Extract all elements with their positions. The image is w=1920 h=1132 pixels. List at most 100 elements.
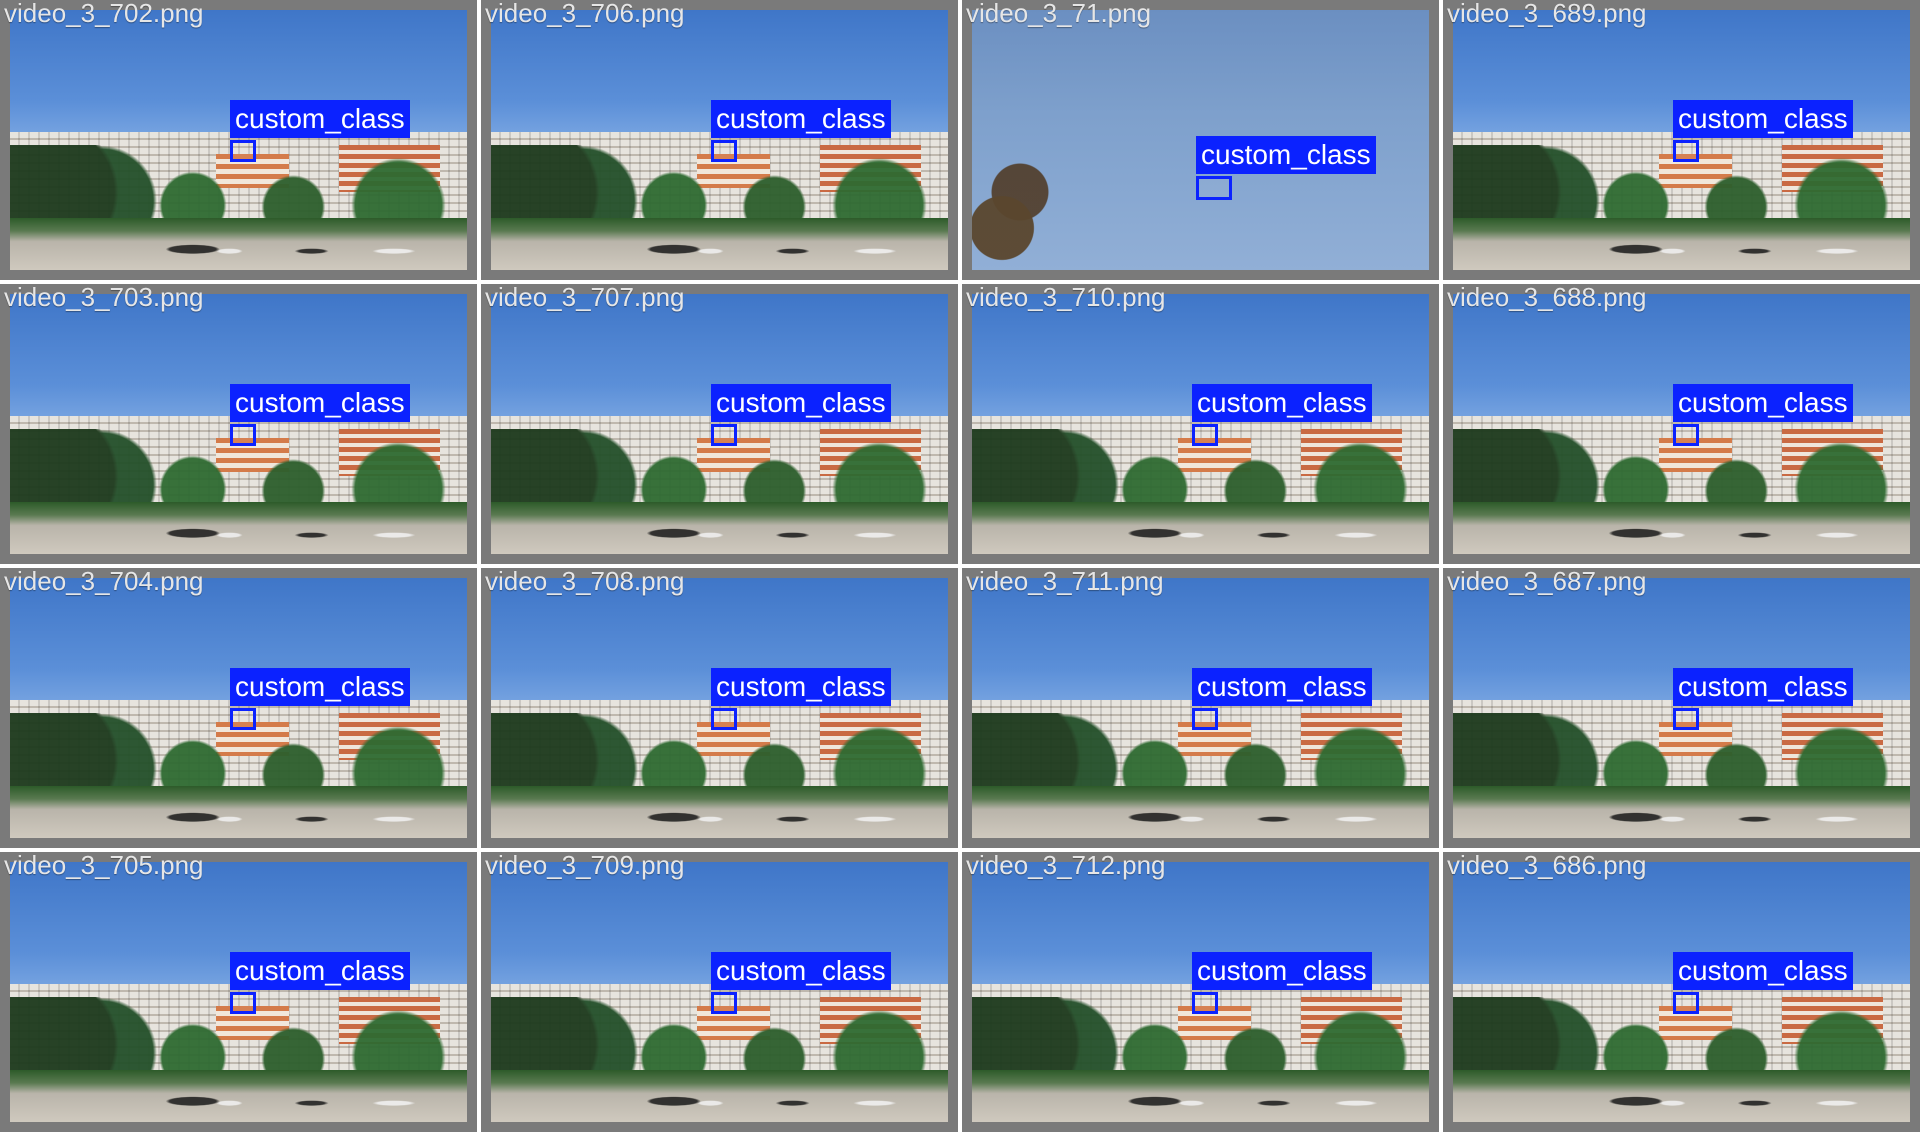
people: [1453, 202, 1910, 265]
detection-label: custom_class: [711, 100, 891, 138]
filename-label: video_3_688.png: [1447, 284, 1647, 312]
photo: [1453, 294, 1910, 554]
image-tile: custom_class video_3_704.png: [0, 568, 477, 848]
image-tile: custom_class video_3_708.png: [481, 568, 958, 848]
detection-label: custom_class: [230, 384, 410, 422]
detection-label: custom_class: [711, 952, 891, 990]
detection-label: custom_class: [230, 100, 410, 138]
people: [491, 770, 948, 833]
photo: [491, 862, 948, 1122]
image-tile: custom_class video_3_689.png: [1443, 0, 1920, 280]
detection: custom_class: [1196, 136, 1376, 200]
photo: [10, 862, 467, 1122]
detection-label: custom_class: [1673, 952, 1853, 990]
filename-label: video_3_689.png: [1447, 0, 1647, 28]
detection: custom_class: [1673, 952, 1853, 1014]
detection: custom_class: [711, 668, 891, 730]
detection-label: custom_class: [1673, 100, 1853, 138]
detection: custom_class: [1673, 668, 1853, 730]
filename-label: video_3_706.png: [485, 0, 685, 28]
detection: custom_class: [230, 100, 410, 162]
image-tile: custom_class video_3_702.png: [0, 0, 477, 280]
detection-box: [1192, 424, 1218, 446]
detection: custom_class: [711, 384, 891, 446]
filename-label: video_3_711.png: [966, 568, 1164, 596]
people: [1453, 486, 1910, 549]
detection: custom_class: [230, 668, 410, 730]
detection-box: [711, 992, 737, 1014]
detection-label: custom_class: [1192, 952, 1372, 990]
detection-label: custom_class: [1673, 384, 1853, 422]
detection: custom_class: [230, 952, 410, 1014]
image-tile: custom_class video_3_711.png: [962, 568, 1439, 848]
detection: custom_class: [1192, 952, 1372, 1014]
tree: [972, 156, 1056, 270]
photo: [972, 578, 1429, 838]
detection: custom_class: [711, 100, 891, 162]
people: [972, 486, 1429, 549]
people: [972, 1054, 1429, 1117]
people: [10, 1054, 467, 1117]
image-tile: custom_class video_3_706.png: [481, 0, 958, 280]
detection: custom_class: [1673, 384, 1853, 446]
detection: custom_class: [1192, 384, 1372, 446]
detection-label: custom_class: [230, 952, 410, 990]
detection-label: custom_class: [1673, 668, 1853, 706]
photo: [10, 10, 467, 270]
people: [972, 770, 1429, 833]
filename-label: video_3_708.png: [485, 568, 685, 596]
people: [491, 202, 948, 265]
detection-label: custom_class: [1192, 668, 1372, 706]
filename-label: video_3_709.png: [485, 852, 685, 880]
detection-label: custom_class: [711, 668, 891, 706]
photo: [1453, 578, 1910, 838]
filename-label: video_3_702.png: [4, 0, 204, 28]
detection-box: [1673, 992, 1699, 1014]
detection-box: [1192, 992, 1218, 1014]
people: [1453, 1054, 1910, 1117]
filename-label: video_3_705.png: [4, 852, 204, 880]
detection-box: [1673, 424, 1699, 446]
detection-box: [711, 708, 737, 730]
image-tile: custom_class video_3_707.png: [481, 284, 958, 564]
image-tile: custom_class video_3_686.png: [1443, 852, 1920, 1132]
detection-box: [1196, 176, 1232, 200]
people: [10, 486, 467, 549]
people: [10, 202, 467, 265]
detection-box: [1673, 708, 1699, 730]
people: [1453, 770, 1910, 833]
detection: custom_class: [1673, 100, 1853, 162]
detection: custom_class: [711, 952, 891, 1014]
filename-label: video_3_707.png: [485, 284, 685, 312]
detection-box: [1673, 140, 1699, 162]
detection-label: custom_class: [1196, 136, 1376, 174]
detection-label: custom_class: [711, 384, 891, 422]
image-tile: custom_class video_3_687.png: [1443, 568, 1920, 848]
filename-label: video_3_703.png: [4, 284, 204, 312]
detection-box: [711, 424, 737, 446]
image-tile: custom_class video_3_710.png: [962, 284, 1439, 564]
image-tile: custom_class video_3_71.png: [962, 0, 1439, 280]
detection: custom_class: [230, 384, 410, 446]
image-tile: custom_class video_3_709.png: [481, 852, 958, 1132]
filename-label: video_3_704.png: [4, 568, 204, 596]
detection-box: [230, 992, 256, 1014]
photo: [491, 10, 948, 270]
filename-label: video_3_71.png: [966, 0, 1152, 28]
detection-box: [711, 140, 737, 162]
filename-label: video_3_687.png: [1447, 568, 1647, 596]
people: [10, 770, 467, 833]
image-tile: custom_class video_3_703.png: [0, 284, 477, 564]
detection: custom_class: [1192, 668, 1372, 730]
people: [491, 1054, 948, 1117]
image-tile: custom_class video_3_688.png: [1443, 284, 1920, 564]
filename-label: video_3_686.png: [1447, 852, 1647, 880]
photo: [10, 294, 467, 554]
image-tile: custom_class video_3_705.png: [0, 852, 477, 1132]
detection-box: [230, 708, 256, 730]
detection-label: custom_class: [1192, 384, 1372, 422]
filename-label: video_3_712.png: [966, 852, 1166, 880]
detection-box: [1192, 708, 1218, 730]
detection-box: [230, 424, 256, 446]
